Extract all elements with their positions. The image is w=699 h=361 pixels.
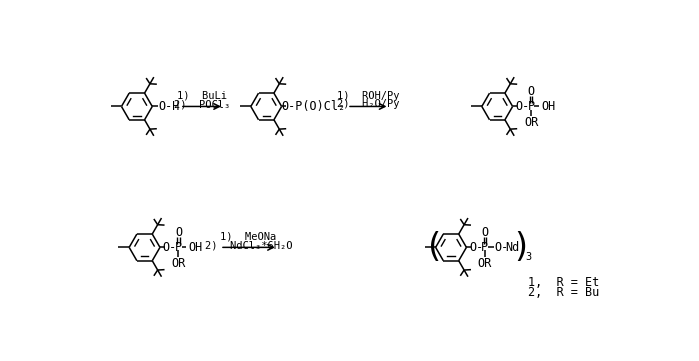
Text: O-P(O)Cl₂: O-P(O)Cl₂ — [281, 100, 345, 113]
Text: OR: OR — [524, 116, 538, 129]
Text: ): ) — [511, 231, 531, 264]
Text: 2)  H₂O/Py: 2) H₂O/Py — [338, 99, 400, 109]
Text: Nd: Nd — [505, 241, 520, 254]
Text: 1,  R = Et: 1, R = Et — [528, 275, 599, 288]
Text: P: P — [528, 100, 535, 113]
Text: O-H: O-H — [159, 100, 180, 113]
Text: P: P — [482, 241, 489, 254]
Text: O-: O- — [515, 100, 530, 113]
Text: OH: OH — [188, 241, 203, 254]
Text: 1)  ROH/Py: 1) ROH/Py — [338, 91, 400, 101]
Text: OR: OR — [478, 257, 492, 270]
Text: OR: OR — [171, 257, 185, 270]
Text: O-: O- — [469, 241, 484, 254]
Text: O-: O- — [495, 241, 509, 254]
Text: 1)  BuLi: 1) BuLi — [178, 91, 227, 101]
Text: O-: O- — [163, 241, 177, 254]
Text: 3: 3 — [525, 252, 531, 262]
Text: 2,  R = Bu: 2, R = Bu — [528, 286, 599, 299]
Text: 1)  MeONa: 1) MeONa — [220, 232, 277, 242]
Text: O: O — [482, 226, 489, 239]
Text: 2)  POCl₃: 2) POCl₃ — [174, 99, 231, 109]
Text: OH: OH — [541, 100, 555, 113]
Text: 2)  NdCl₃*6H₂O: 2) NdCl₃*6H₂O — [205, 240, 292, 250]
Text: O: O — [528, 85, 535, 98]
Text: O: O — [175, 226, 182, 239]
Text: P: P — [175, 241, 182, 254]
Text: (: ( — [424, 231, 444, 264]
